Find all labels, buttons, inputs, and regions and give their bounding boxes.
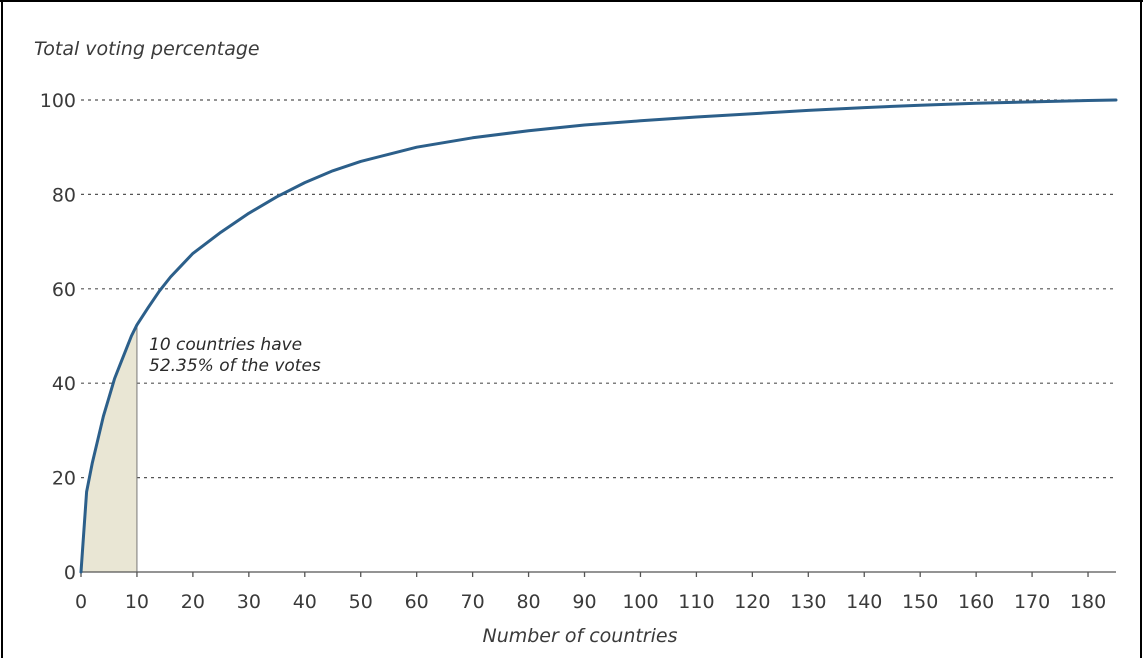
x-tick-90: 90	[572, 591, 596, 613]
axes	[80, 571, 1116, 577]
x-tick-0: 0	[75, 591, 87, 613]
x-tick-50: 50	[349, 591, 373, 613]
x-tick-30: 30	[237, 591, 261, 613]
x-tick-120: 120	[734, 591, 770, 613]
x-tick-80: 80	[516, 591, 540, 613]
x-tick-labels: 0 10 20 30 40 50 60 70 80 90 100 110 120 130 140 150 160…	[75, 591, 1106, 613]
x-tick-20: 20	[181, 591, 205, 613]
x-tick-100: 100	[622, 591, 658, 613]
x-axis-label: Number of countries	[482, 625, 677, 647]
y-tick-40: 40	[52, 373, 76, 395]
x-tick-110: 110	[678, 591, 714, 613]
annotation-line-2: 52.35% of the votes	[149, 356, 321, 376]
x-tick-170: 170	[1014, 591, 1050, 613]
x-tick-140: 140	[846, 591, 882, 613]
x-tick-40: 40	[293, 591, 317, 613]
grid-lines	[81, 99, 1116, 479]
x-tick-130: 130	[790, 591, 826, 613]
x-tick-10: 10	[125, 591, 149, 613]
x-tick-150: 150	[902, 591, 938, 613]
highlight-shaded-region	[81, 324, 137, 572]
cumulative-vote-line	[79, 98, 1118, 574]
y-axis-label: Total voting percentage	[34, 38, 260, 60]
x-tick-70: 70	[461, 591, 485, 613]
y-tick-20: 20	[52, 468, 76, 490]
series-curve	[79, 98, 1118, 574]
annotation-line-1: 10 countries have	[149, 335, 302, 355]
x-tick-60: 60	[405, 591, 429, 613]
highlight-area	[81, 324, 138, 572]
y-tick-80: 80	[52, 184, 76, 206]
x-tick-180: 180	[1070, 591, 1106, 613]
y-tick-60: 60	[52, 279, 76, 301]
y-tick-100: 100	[40, 90, 76, 112]
x-tick-160: 160	[958, 591, 994, 613]
y-tick-labels: 0 20 40 60 80 100	[40, 90, 76, 584]
y-tick-0: 0	[64, 562, 76, 584]
